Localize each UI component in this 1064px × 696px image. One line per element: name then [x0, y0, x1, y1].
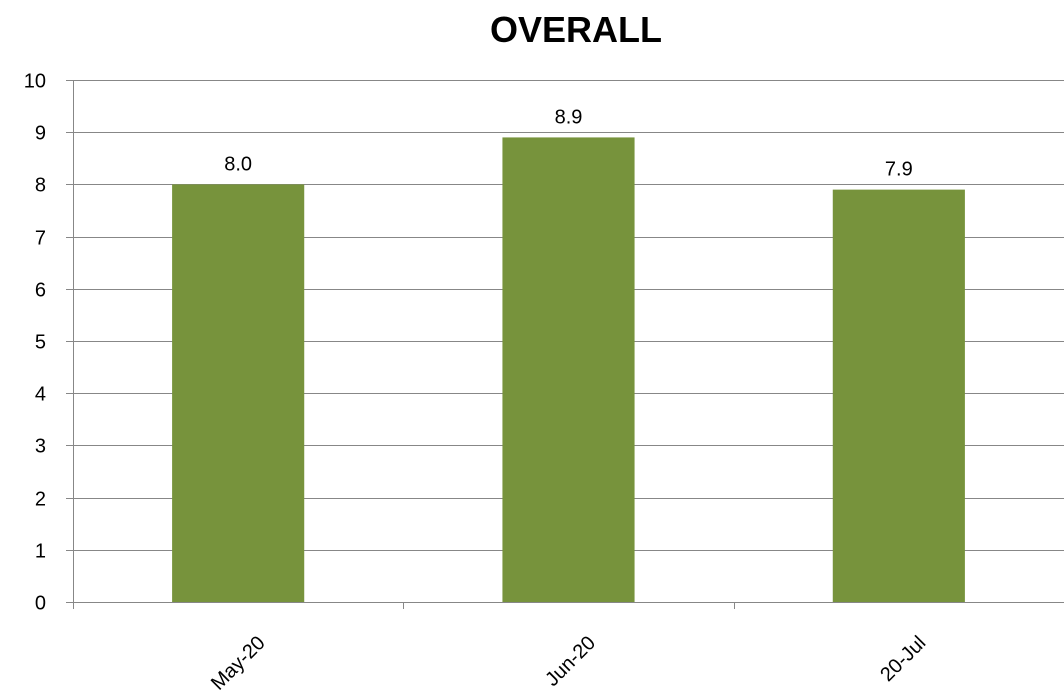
y-tick-label: 5	[35, 332, 46, 354]
y-tick-label: 9	[35, 123, 46, 145]
y-tick-label: 10	[24, 71, 46, 93]
y-tick-label: 1	[35, 541, 46, 563]
x-tick-label: May-20	[207, 632, 270, 695]
bar	[502, 137, 635, 603]
y-tick-label: 8	[35, 175, 46, 197]
y-tick-label: 2	[35, 489, 46, 511]
x-tick-label: Jun-20	[541, 632, 600, 691]
bar	[832, 189, 965, 602]
data-label: 8.0	[224, 153, 252, 175]
bar	[172, 184, 305, 602]
y-tick-label: 4	[35, 384, 46, 406]
data-label: 8.9	[555, 106, 583, 128]
data-label: 7.9	[885, 159, 913, 181]
y-tick-label: 3	[35, 436, 46, 458]
chart-title: OVERALL	[489, 9, 662, 50]
x-tick-label: 20-Jul	[876, 632, 930, 686]
y-tick-label: 7	[35, 228, 46, 250]
y-tick-label: 6	[35, 280, 46, 302]
y-tick-label: 0	[35, 593, 46, 615]
